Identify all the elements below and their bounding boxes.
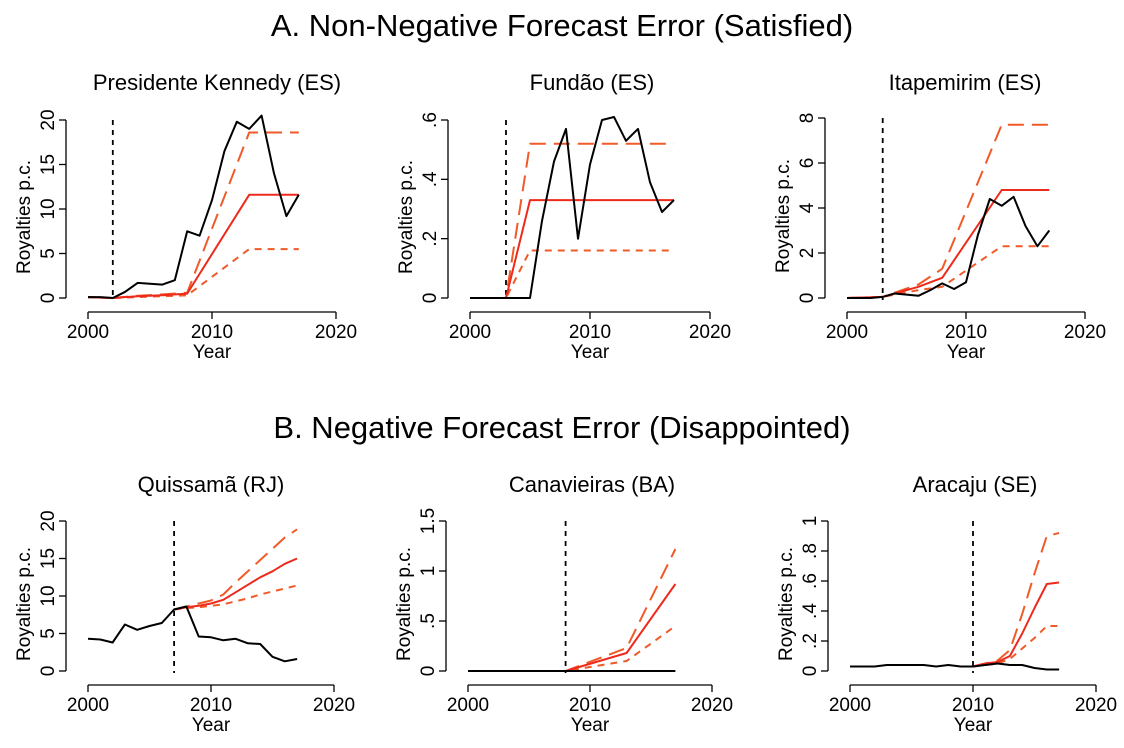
forecast-line: [87, 193, 299, 299]
y-tick-label: 15: [38, 548, 59, 569]
x-tick-label: 2010: [569, 695, 611, 716]
observed-line: [850, 662, 1060, 671]
x-tick-label: 2020: [1064, 322, 1106, 343]
forecast-line: [846, 189, 1050, 299]
x-tick-label: 2020: [689, 322, 731, 343]
y-axis-label: Royalties p.c.: [776, 547, 797, 661]
forecast-line: [972, 581, 1060, 668]
panel-5: Canavieiras (BA) 2000 2010 2020 Year 0 .5 1 1.5R…: [394, 472, 733, 736]
y-axis-label: Royalties p.c.: [14, 160, 35, 274]
observed-line: [847, 195, 1051, 299]
lower-band-line: [87, 248, 299, 299]
x-axis-label: Year: [571, 342, 610, 363]
y-tick-label: 10: [38, 585, 59, 606]
x-tick-label: 2010: [952, 695, 994, 716]
observed-line: [87, 605, 298, 663]
x-tick-label: 2020: [1075, 695, 1117, 716]
upper-band-line: [468, 548, 677, 672]
x-axis-label: Year: [193, 342, 232, 363]
panel-title: Presidente Kennedy (ES): [93, 70, 341, 95]
y-axis-label: Royalties p.c.: [394, 547, 415, 661]
y-tick-label: 20: [38, 109, 59, 130]
y-axis-label: Royalties p.c.: [773, 159, 794, 273]
panel-2: Fundão (ES) 2000 2010 2020 Year 0 .2 .4 .6 Royalt…: [396, 70, 731, 363]
panel-title: Fundão (ES): [530, 70, 655, 95]
panel-1: Presidente Kennedy (ES)2000 2010 2020Year0…: [14, 70, 357, 363]
x-axis-label: Year: [947, 342, 986, 363]
forecast-line: [470, 199, 674, 299]
y-tick-label: 5: [38, 248, 59, 259]
x-tick-label: 2000: [67, 695, 109, 716]
x-tick-label: 2010: [945, 322, 987, 343]
y-tick-label: 4: [797, 202, 818, 213]
x-tick-label: 2020: [315, 322, 357, 343]
x-tick-label: 2000: [826, 322, 868, 343]
x-tick-label: 2000: [829, 695, 871, 716]
y-tick-label: 1: [800, 516, 821, 527]
x-tick-label: 2010: [569, 322, 611, 343]
y-tick-label: .5: [418, 613, 439, 629]
x-tick-label: 2020: [313, 695, 355, 716]
panels: Presidente Kennedy (ES)2000 2010 2020Year0…: [14, 70, 1117, 736]
observed-line: [88, 114, 300, 299]
forecast-line: [468, 583, 677, 672]
x-tick-label: 2010: [190, 695, 232, 716]
upper-band-line: [470, 142, 674, 299]
y-tick-label: 2: [797, 248, 818, 259]
x-tick-label: 2000: [67, 322, 109, 343]
panel-title: Aracaju (SE): [913, 472, 1038, 497]
y-tick-label: .4: [800, 603, 821, 619]
y-axis-label: Royalties p.c.: [396, 160, 417, 274]
x-axis-label: Year: [954, 715, 993, 736]
section-b-title: B. Negative Forecast Error (Disappointed…: [273, 410, 850, 445]
y-tick-label: .6: [800, 573, 821, 589]
section-a-title: A. Non-Negative Forecast Error (Satisfie…: [271, 8, 853, 43]
upper-band-line: [173, 528, 298, 611]
panel-title: Itapemirim (ES): [889, 70, 1042, 95]
y-tick-label: 0: [38, 666, 59, 677]
y-tick-label: 5: [38, 628, 59, 639]
y-tick-label: 8: [797, 113, 818, 124]
observed-line: [470, 116, 675, 299]
y-tick-label: 6: [797, 158, 818, 169]
y-tick-label: .8: [800, 543, 821, 559]
panel-4: Quissamã (RJ) 2000 2010 2020 Year 0 5 10 15 20Roy…: [14, 472, 355, 736]
y-tick-label: 1.5: [418, 508, 439, 534]
lower-band-line: [173, 584, 298, 611]
x-tick-label: 2010: [191, 322, 233, 343]
y-tick-label: 10: [38, 198, 59, 219]
x-axis-label: Year: [571, 715, 610, 736]
y-tick-label: 0: [797, 293, 818, 304]
y-tick-label: 0: [800, 666, 821, 677]
x-tick-label: 2000: [447, 695, 489, 716]
y-tick-label: .2: [420, 231, 441, 247]
upper-band-line: [87, 131, 299, 299]
y-tick-label: 20: [38, 510, 59, 531]
y-tick-label: 0: [38, 293, 59, 304]
panel-title: Canavieiras (BA): [509, 472, 675, 497]
y-tick-label: .2: [800, 633, 821, 649]
panel-3: Itapemirim (ES) 2000 2010 2020 Year 0 2 4 6 8 Roya…: [773, 70, 1106, 363]
y-tick-label: .6: [420, 112, 441, 128]
y-axis-label: Royalties p.c.: [14, 547, 35, 661]
lower-band-line: [468, 625, 676, 672]
lower-band-line: [470, 249, 674, 299]
y-tick-label: 0: [420, 293, 441, 304]
y-tick-label: 15: [38, 154, 59, 175]
y-tick-label: 1: [418, 566, 439, 577]
y-tick-label: .4: [420, 171, 441, 187]
x-tick-label: 2020: [691, 695, 733, 716]
panel-title: Quissamã (RJ): [138, 472, 285, 497]
lower-band-line: [846, 245, 1050, 299]
x-axis-label: Year: [192, 715, 231, 736]
panel-6: Aracaju (SE) 2000 2010 2020 Year 0 .2 .4 .6 .8 1 Ro…: [776, 472, 1117, 736]
forecast-line: [173, 557, 298, 611]
x-tick-label: 2000: [449, 322, 491, 343]
y-tick-label: 0: [418, 666, 439, 677]
